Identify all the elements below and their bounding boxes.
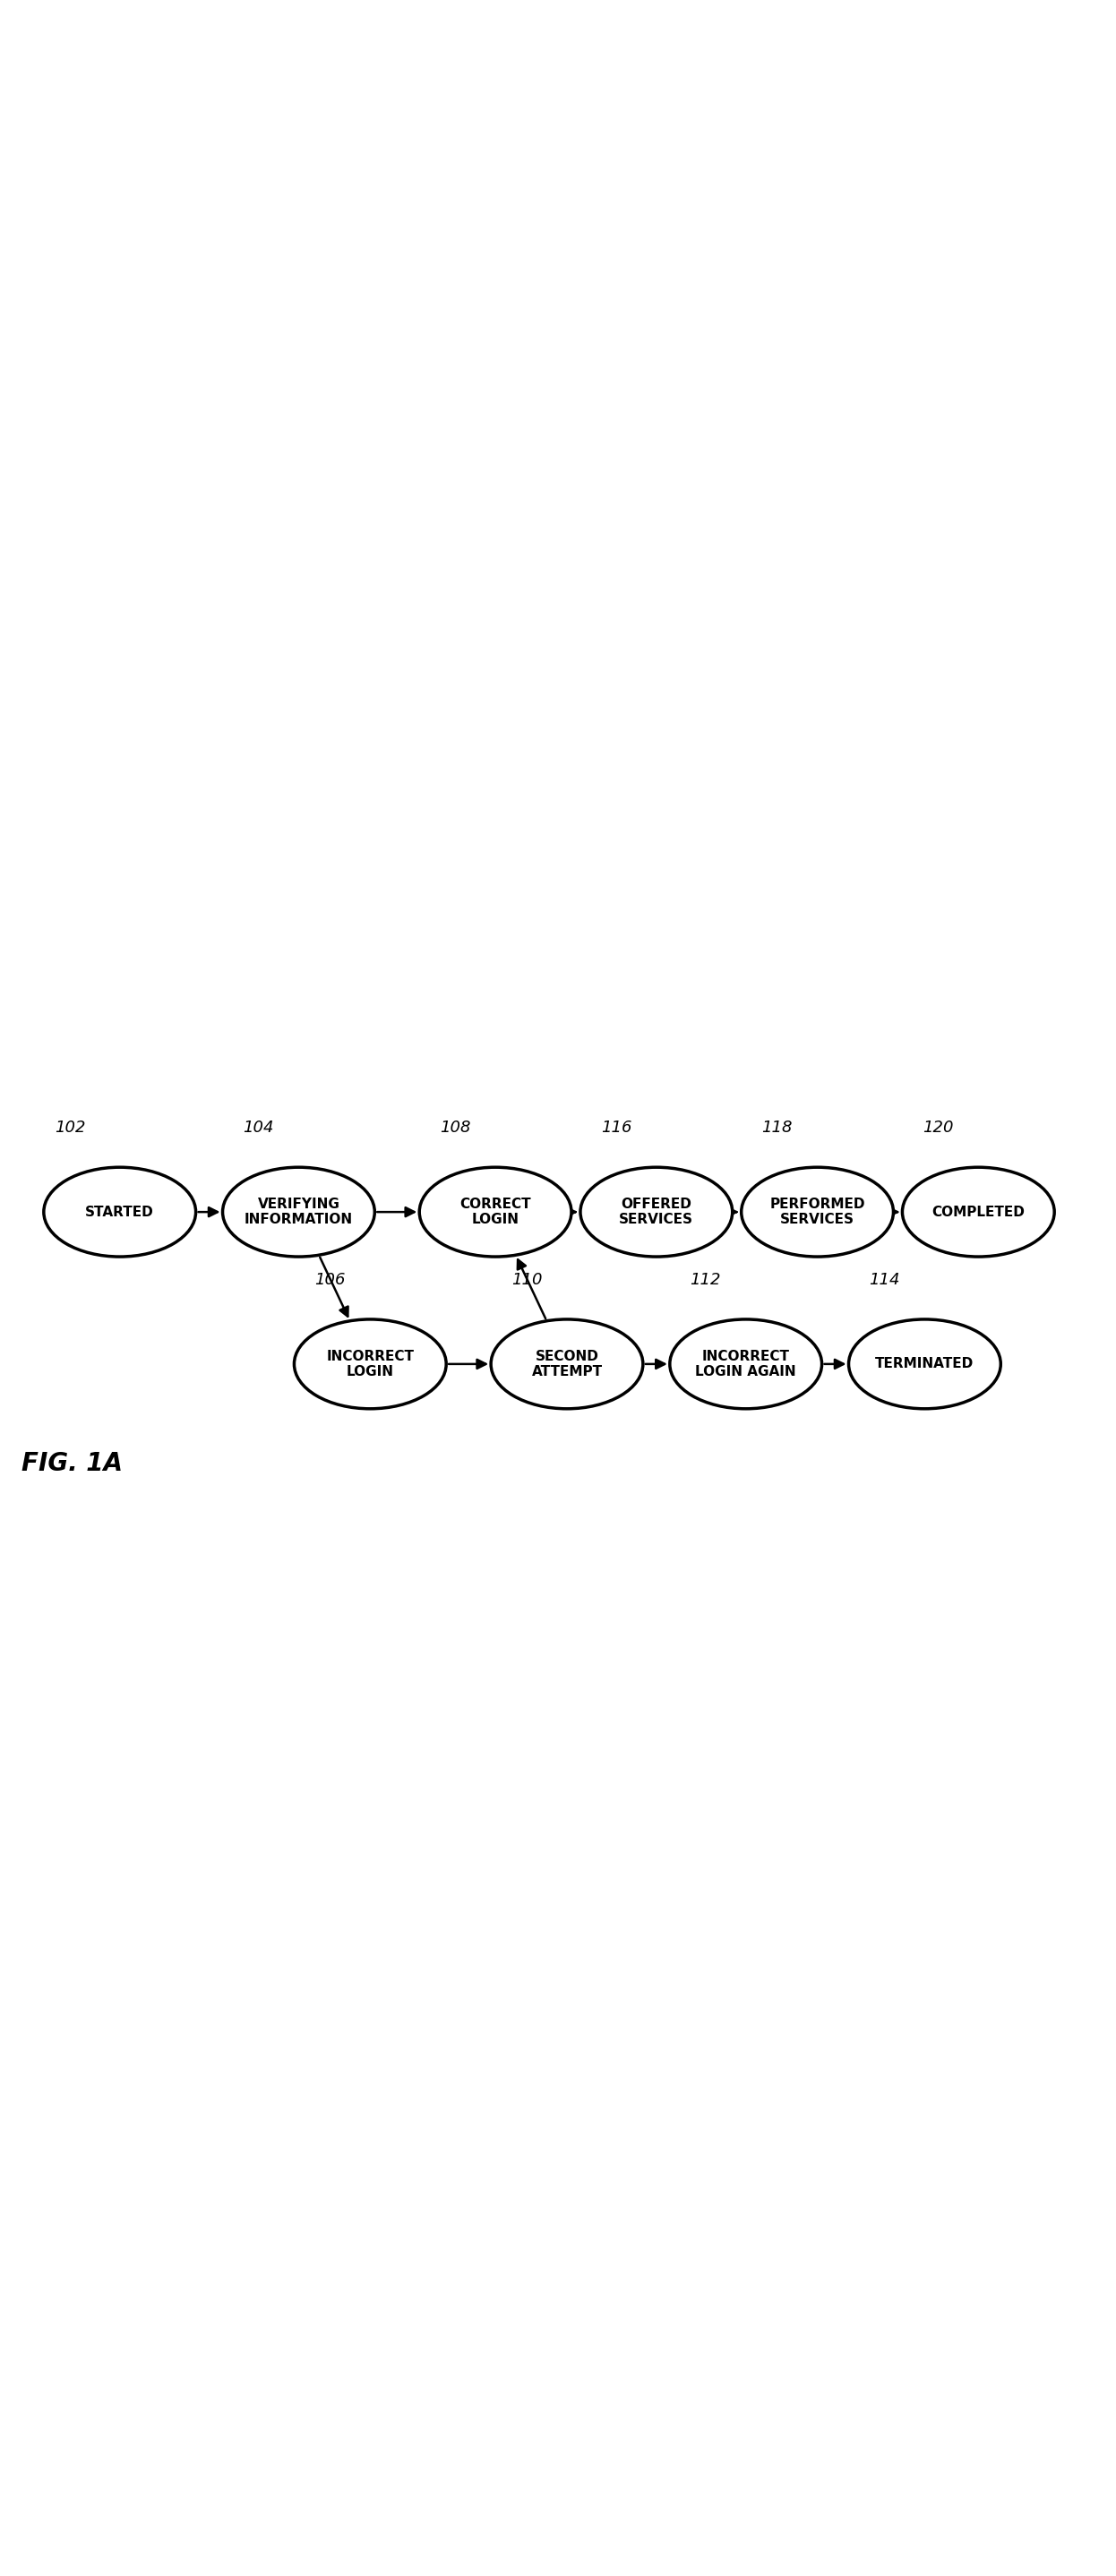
- Text: 108: 108: [440, 1121, 471, 1136]
- Text: OFFERED
SERVICES: OFFERED SERVICES: [619, 1198, 693, 1226]
- Text: INCORRECT
LOGIN: INCORRECT LOGIN: [326, 1350, 414, 1378]
- Text: CORRECT
LOGIN: CORRECT LOGIN: [460, 1198, 531, 1226]
- Ellipse shape: [741, 1167, 894, 1257]
- Ellipse shape: [670, 1319, 821, 1409]
- Ellipse shape: [491, 1319, 643, 1409]
- Ellipse shape: [420, 1167, 571, 1257]
- Text: 120: 120: [923, 1121, 953, 1136]
- Text: INCORRECT
LOGIN AGAIN: INCORRECT LOGIN AGAIN: [695, 1350, 796, 1378]
- Ellipse shape: [44, 1167, 195, 1257]
- Text: TERMINATED: TERMINATED: [875, 1358, 974, 1370]
- Text: 106: 106: [315, 1273, 345, 1288]
- Ellipse shape: [903, 1167, 1055, 1257]
- Text: VERIFYING
INFORMATION: VERIFYING INFORMATION: [244, 1198, 353, 1226]
- Ellipse shape: [580, 1167, 732, 1257]
- Text: 112: 112: [690, 1273, 721, 1288]
- Text: 104: 104: [243, 1121, 273, 1136]
- Text: 118: 118: [761, 1121, 792, 1136]
- Text: STARTED: STARTED: [86, 1206, 154, 1218]
- Text: SECOND
ATTEMPT: SECOND ATTEMPT: [531, 1350, 603, 1378]
- Text: 102: 102: [55, 1121, 86, 1136]
- Text: PERFORMED
SERVICES: PERFORMED SERVICES: [770, 1198, 865, 1226]
- Text: 116: 116: [600, 1121, 632, 1136]
- Ellipse shape: [295, 1319, 446, 1409]
- Ellipse shape: [222, 1167, 375, 1257]
- Text: COMPLETED: COMPLETED: [932, 1206, 1024, 1218]
- Ellipse shape: [848, 1319, 1001, 1409]
- Text: FIG. 1A: FIG. 1A: [21, 1450, 123, 1476]
- Text: 114: 114: [869, 1273, 899, 1288]
- Text: 110: 110: [511, 1273, 542, 1288]
